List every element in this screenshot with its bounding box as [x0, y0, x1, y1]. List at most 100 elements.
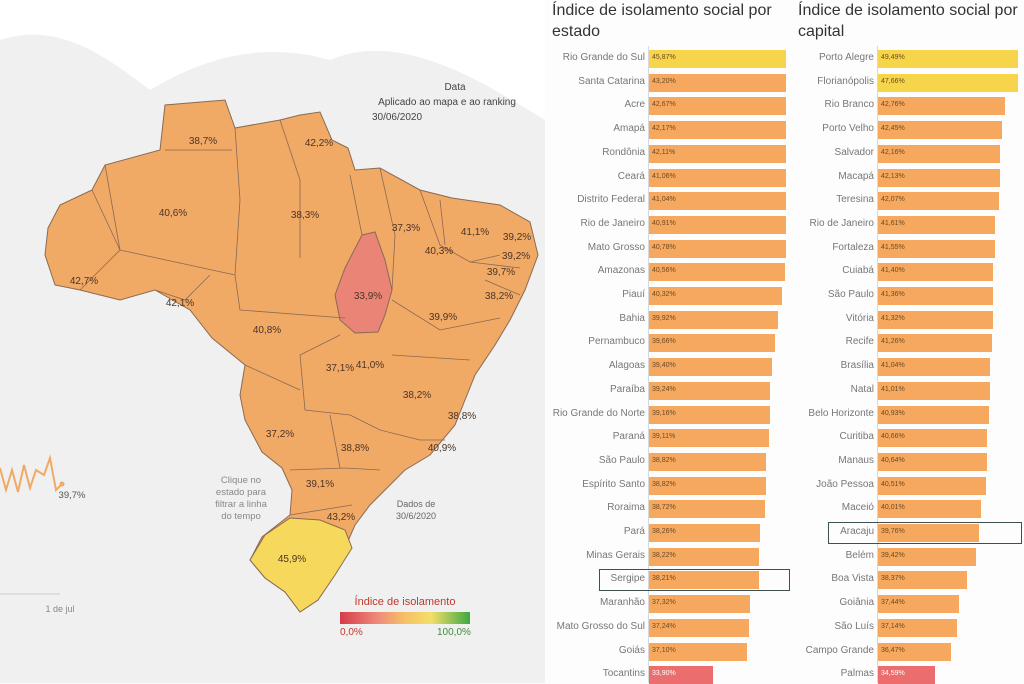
ranking-bar[interactable]: 49,49%	[878, 50, 1018, 68]
ranking-row[interactable]: Ceará 41,06%	[552, 168, 792, 187]
ranking-bar[interactable]: 41,06%	[649, 168, 786, 187]
ranking-row[interactable]: Porto Velho 42,45%	[798, 121, 1024, 140]
ranking-row[interactable]: Espírito Santo 38,82%	[552, 476, 792, 495]
ranking-bar[interactable]: 40,66%	[878, 429, 987, 448]
ranking-bar[interactable]: 42,76%	[878, 97, 1005, 116]
ranking-bar[interactable]: 40,56%	[649, 263, 785, 282]
ranking-bar[interactable]: 41,61%	[878, 215, 996, 234]
timeline-sparkline[interactable]	[0, 454, 63, 494]
ranking-bar[interactable]: 41,26%	[878, 334, 993, 353]
ranking-row[interactable]: Rondônia 42,11%	[552, 144, 792, 163]
ranking-bar[interactable]: 47,66%	[878, 73, 1018, 92]
ranking-bar[interactable]: 40,93%	[878, 405, 990, 424]
ranking-row[interactable]: Teresina 42,07%	[798, 192, 1024, 211]
ranking-row[interactable]: Macapá 42,13%	[798, 168, 1024, 187]
ranking-row[interactable]: Piauí 40,32%	[552, 287, 792, 305]
state-rio-grande-do-sul[interactable]	[249, 517, 353, 613]
ranking-row[interactable]: Palmas 34,59%	[798, 666, 1024, 684]
ranking-bar[interactable]: 39,16%	[649, 405, 770, 424]
ranking-bar[interactable]: 42,11%	[649, 144, 786, 163]
ranking-bar[interactable]: 41,32%	[878, 310, 993, 329]
ranking-row[interactable]: Alagoas 39,40%	[552, 358, 792, 377]
ranking-row[interactable]: Florianópolis 47,66%	[798, 73, 1024, 92]
ranking-bar[interactable]: 41,01%	[878, 381, 990, 400]
ranking-row[interactable]: Amazonas 40,56%	[552, 263, 792, 282]
ranking-bar[interactable]: 41,40%	[878, 263, 994, 282]
ranking-bar[interactable]: 40,32%	[649, 287, 783, 305]
ranking-row[interactable]: Boa Vista 38,37%	[798, 571, 1024, 590]
ranking-row[interactable]: Manaus 40,64%	[798, 452, 1024, 471]
ranking-row[interactable]: Rio de Janeiro 40,91%	[552, 215, 792, 234]
ranking-bar[interactable]: 41,36%	[878, 287, 993, 305]
ranking-row[interactable]: Paraná 39,11%	[552, 429, 792, 448]
ranking-bar[interactable]: 34,59%	[878, 666, 935, 684]
ranking-row[interactable]: Natal 41,01%	[798, 381, 1024, 400]
ranking-row[interactable]: Maranhão 37,32%	[552, 595, 792, 614]
ranking-row[interactable]: Vitória 41,32%	[798, 310, 1024, 329]
ranking-bar[interactable]: 40,78%	[649, 239, 786, 258]
state-tocantins[interactable]	[334, 231, 393, 334]
ranking-row[interactable]: São Paulo 38,82%	[552, 452, 792, 471]
ranking-row[interactable]: Belém 39,42%	[798, 547, 1024, 566]
ranking-bar[interactable]: 38,37%	[878, 571, 968, 590]
ranking-bar[interactable]: 38,82%	[649, 452, 766, 471]
ranking-row[interactable]: Paraíba 39,24%	[552, 381, 792, 400]
ranking-bar[interactable]: 39,40%	[649, 358, 773, 377]
ranking-row[interactable]: Cuiabá 41,40%	[798, 263, 1024, 282]
ranking-row[interactable]: Santa Catarina 43,20%	[552, 73, 792, 92]
ranking-bar[interactable]: 38,82%	[649, 476, 766, 495]
ranking-row[interactable]: Porto Alegre 49,49%	[798, 50, 1024, 68]
ranking-bar[interactable]: 42,07%	[878, 192, 999, 211]
ranking-row[interactable]: Maceió 40,01%	[798, 500, 1024, 519]
ranking-bar[interactable]: 40,91%	[649, 215, 786, 234]
ranking-bar[interactable]: 39,76%	[878, 524, 980, 542]
ranking-bar[interactable]: 43,20%	[649, 73, 786, 92]
ranking-row[interactable]: Pará 38,26%	[552, 524, 792, 542]
ranking-row[interactable]: Rio Branco 42,76%	[798, 97, 1024, 116]
ranking-row[interactable]: Distrito Federal 41,04%	[552, 192, 792, 211]
ranking-bar[interactable]: 40,64%	[878, 452, 987, 471]
ranking-row[interactable]: Recife 41,26%	[798, 334, 1024, 353]
ranking-row[interactable]: Rio Grande do Norte 39,16%	[552, 405, 792, 424]
ranking-bar[interactable]: 41,55%	[878, 239, 995, 258]
date-info-date[interactable]: 30/06/2020	[371, 112, 423, 123]
ranking-row[interactable]: Goiânia 37,44%	[798, 595, 1024, 614]
ranking-bar[interactable]: 41,04%	[649, 192, 786, 211]
ranking-bar[interactable]: 40,01%	[878, 500, 982, 519]
ranking-bar[interactable]: 42,45%	[878, 121, 1003, 140]
ranking-row[interactable]: Roraima 38,72%	[552, 500, 792, 519]
ranking-row[interactable]: Amapá 42,17%	[552, 121, 792, 140]
ranking-row[interactable]: Curitiba 40,66%	[798, 429, 1024, 448]
ranking-bar[interactable]: 37,24%	[649, 618, 749, 637]
ranking-row[interactable]: Pernambuco 39,66%	[552, 334, 792, 353]
ranking-row[interactable]: São Luís 37,14%	[798, 618, 1024, 637]
ranking-row[interactable]: Mato Grosso do Sul 37,24%	[552, 618, 792, 637]
ranking-row[interactable]: Minas Gerais 38,22%	[552, 547, 792, 566]
ranking-bar[interactable]: 39,11%	[649, 429, 769, 448]
ranking-bar[interactable]: 39,24%	[649, 381, 771, 400]
ranking-bar[interactable]: 38,21%	[649, 571, 760, 590]
ranking-row[interactable]: Belo Horizonte 40,93%	[798, 405, 1024, 424]
ranking-bar[interactable]: 38,26%	[649, 524, 760, 542]
ranking-row[interactable]: João Pessoa 40,51%	[798, 476, 1024, 495]
ranking-bar[interactable]: 42,16%	[878, 144, 1000, 163]
ranking-bar[interactable]: 40,51%	[878, 476, 986, 495]
ranking-bar[interactable]: 33,90%	[649, 666, 713, 684]
ranking-bar[interactable]: 39,92%	[649, 310, 778, 329]
ranking-bar[interactable]: 45,87%	[649, 50, 786, 68]
ranking-row[interactable]: Goiás 37,10%	[552, 642, 792, 661]
ranking-bar[interactable]: 39,66%	[649, 334, 775, 353]
ranking-row[interactable]: Mato Grosso 40,78%	[552, 239, 792, 258]
ranking-row[interactable]: Aracaju 39,76%	[798, 524, 1024, 542]
ranking-row[interactable]: Salvador 42,16%	[798, 144, 1024, 163]
ranking-bar[interactable]: 38,72%	[649, 500, 765, 519]
ranking-bar[interactable]: 41,04%	[878, 358, 991, 377]
brazil-map[interactable]	[0, 0, 545, 683]
ranking-row[interactable]: Acre 42,67%	[552, 97, 792, 116]
ranking-row[interactable]: Brasília 41,04%	[798, 358, 1024, 377]
ranking-bar[interactable]: 37,44%	[878, 595, 960, 614]
ranking-bar[interactable]: 38,22%	[649, 547, 760, 566]
ranking-bar[interactable]: 36,47%	[878, 642, 951, 661]
ranking-row[interactable]: Rio Grande do Sul 45,87%	[552, 50, 792, 68]
ranking-bar[interactable]: 42,17%	[649, 121, 786, 140]
